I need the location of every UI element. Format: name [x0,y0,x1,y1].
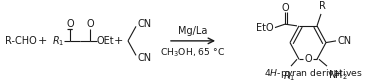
Text: NH$_2$: NH$_2$ [328,69,348,82]
Text: O: O [304,54,312,64]
Text: CN: CN [338,36,352,46]
Text: +: + [113,36,123,46]
Text: R: R [319,1,325,10]
Text: O: O [86,19,94,29]
Text: O: O [66,19,74,29]
Text: O: O [281,3,289,13]
Text: $R_1$: $R_1$ [52,34,64,48]
Text: $R_1$: $R_1$ [283,69,295,83]
Text: CN: CN [138,53,152,63]
Text: +: + [37,36,47,46]
Text: CH$_3$OH, 65 °C: CH$_3$OH, 65 °C [160,47,226,59]
Text: EtO: EtO [256,23,274,33]
Text: R-CHO: R-CHO [5,36,37,46]
Text: 4$H$-pyran derivatives: 4$H$-pyran derivatives [264,67,362,80]
Text: CN: CN [138,19,152,29]
Text: Mg/La: Mg/La [178,26,208,36]
Text: OEt: OEt [97,36,114,46]
